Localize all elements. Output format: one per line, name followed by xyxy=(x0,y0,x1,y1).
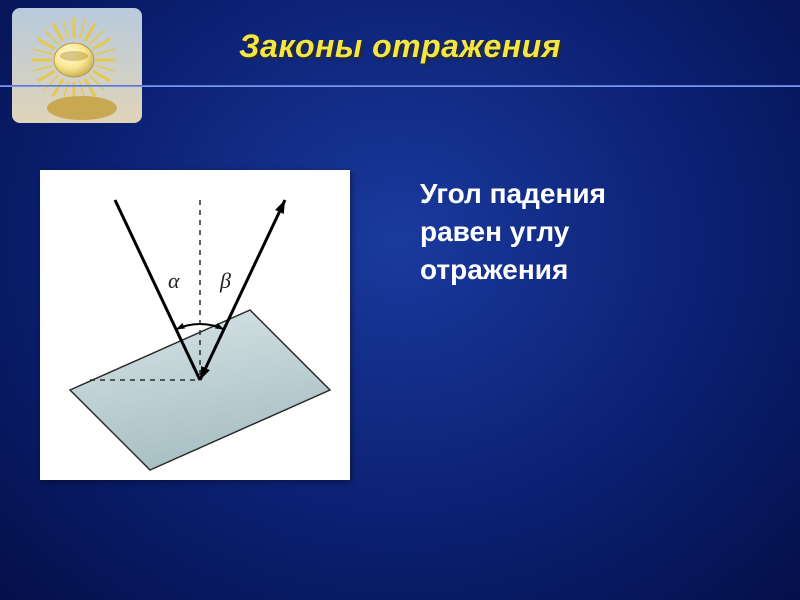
body-line-1: Угол падения xyxy=(420,178,606,209)
sun-emblem-svg xyxy=(12,8,142,123)
body-line-3: отражения xyxy=(420,254,568,285)
title-divider xyxy=(0,85,800,87)
reflection-diagram: α β xyxy=(40,170,350,480)
beta-label: β xyxy=(219,268,231,293)
body-line-2: равен углу xyxy=(420,216,569,247)
alpha-label: α xyxy=(168,268,180,293)
slide-title-text: Законы отражения xyxy=(239,28,561,64)
reflection-diagram-svg: α β xyxy=(40,170,350,480)
slide-body: Угол падения равен углу отражения xyxy=(420,175,760,288)
slide-title: Законы отражения xyxy=(0,28,800,65)
sun-emblem xyxy=(12,8,142,123)
